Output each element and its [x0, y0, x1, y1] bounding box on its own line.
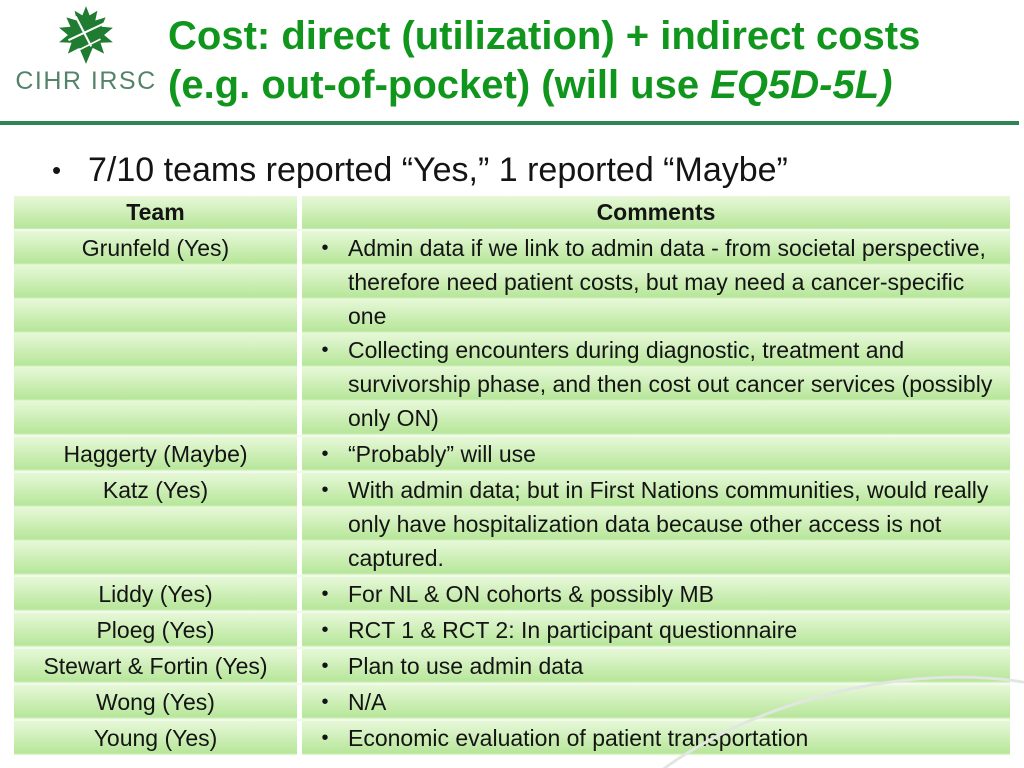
- title-line-2-italic: EQ5D-5L): [710, 63, 893, 107]
- team-cell: Young (Yes): [14, 721, 297, 755]
- comment-text: Economic evaluation of patient transport…: [348, 725, 809, 751]
- maple-leaf-icon: [59, 6, 113, 64]
- comment-item: • Collecting encounters during diagnostic…: [302, 333, 1010, 435]
- bullet-icon: •: [52, 155, 62, 185]
- comment-item: • “Probably” will use: [302, 437, 1010, 471]
- comments-cell: • Admin data if we link to admin data - f…: [302, 231, 1010, 435]
- table-row: Stewart & Fortin (Yes) • Plan to use admin…: [14, 647, 1010, 683]
- table-row: Wong (Yes) • N/A: [14, 683, 1010, 719]
- bullet-icon: •: [321, 691, 329, 713]
- table-row: Liddy (Yes) • For NL & ON cohorts & possib…: [14, 575, 1010, 611]
- title-line-2: (e.g. out-of-pocket) (will use EQ5D-5L): [168, 61, 998, 110]
- table-row: Katz (Yes) • With admin data; but in First…: [14, 471, 1010, 575]
- bullet-icon: •: [321, 479, 329, 501]
- comments-column-header: Comments: [302, 196, 1010, 229]
- bullet-icon: •: [321, 339, 329, 361]
- comment-text: For NL & ON cohorts & possibly MB: [348, 581, 714, 607]
- team-cell: Liddy (Yes): [14, 577, 297, 611]
- comments-cell: • “Probably” will use: [302, 437, 1010, 471]
- team-cell: Wong (Yes): [14, 685, 297, 719]
- team-cell: Grunfeld (Yes): [14, 231, 297, 435]
- title-line-1-rest: direct (utilization) + indirect costs: [270, 14, 921, 58]
- cihr-logo: CIHR IRSC: [12, 2, 160, 114]
- team-cell: Katz (Yes): [14, 473, 297, 575]
- bullet-point: • 7/10 teams reported “Yes,” 1 reported …: [52, 149, 788, 191]
- slide-header: CIHR IRSC Cost: direct (utilization) + i…: [0, 0, 1024, 121]
- slide-title: Cost: direct (utilization) + indirect co…: [168, 12, 998, 110]
- team-cell: Ploeg (Yes): [14, 613, 297, 647]
- comment-text: Admin data if we link to admin data - fr…: [348, 235, 986, 329]
- comment-text: Plan to use admin data: [348, 653, 584, 679]
- comment-item: • Plan to use admin data: [302, 649, 1010, 683]
- comments-cell: • With admin data; but in First Nations c…: [302, 473, 1010, 575]
- comments-cell: • Economic evaluation of patient transpor…: [302, 721, 1010, 755]
- bullet-icon: •: [321, 443, 329, 465]
- table-row: Grunfeld (Yes) • Admin data if we link to …: [14, 229, 1010, 435]
- title-line-2-rest: (e.g. out-of-pocket) (will use: [168, 63, 711, 107]
- title-line-1-bold: Cost:: [168, 14, 271, 58]
- comment-item: • RCT 1 & RCT 2: In participant questionn…: [302, 613, 1010, 647]
- comment-item: • Economic evaluation of patient transpor…: [302, 721, 1010, 755]
- comment-item: • Admin data if we link to admin data - f…: [302, 231, 1010, 333]
- table-header-row: Team Comments: [14, 196, 1010, 229]
- comment-item: • With admin data; but in First Nations c…: [302, 473, 1010, 575]
- table-row: Haggerty (Maybe) • “Probably” will use: [14, 435, 1010, 471]
- bullet-text: 7/10 teams reported “Yes,” 1 reported “M…: [88, 151, 788, 189]
- bullet-icon: •: [321, 583, 329, 605]
- title-line-1: Cost: direct (utilization) + indirect co…: [168, 12, 998, 61]
- table-row: Young (Yes) • Economic evaluation of patie…: [14, 719, 1010, 755]
- comment-text: “Probably” will use: [348, 441, 536, 467]
- team-cell: Stewart & Fortin (Yes): [14, 649, 297, 683]
- bullet-icon: •: [321, 727, 329, 749]
- bullet-icon: •: [321, 619, 329, 641]
- comment-item: • N/A: [302, 685, 1010, 719]
- bullet-icon: •: [321, 237, 329, 259]
- team-cell: Haggerty (Maybe): [14, 437, 297, 471]
- table-row: Ploeg (Yes) • RCT 1 & RCT 2: In participan…: [14, 611, 1010, 647]
- team-column-header: Team: [14, 196, 297, 229]
- comments-cell: • For NL & ON cohorts & possibly MB: [302, 577, 1010, 611]
- comment-text: Collecting encounters during diagnostic,…: [348, 337, 993, 431]
- comments-cell: • N/A: [302, 685, 1010, 719]
- logo-text: CIHR IRSC: [15, 67, 157, 95]
- comment-item: • For NL & ON cohorts & possibly MB: [302, 577, 1010, 611]
- bullet-icon: •: [321, 655, 329, 677]
- comment-text: RCT 1 & RCT 2: In participant questionna…: [348, 617, 798, 643]
- comments-cell: • Plan to use admin data: [302, 649, 1010, 683]
- teams-table: Team Comments Grunfeld (Yes) • Admin data …: [14, 196, 1010, 755]
- comment-text: N/A: [348, 689, 387, 715]
- header-divider-rule: [0, 121, 1019, 125]
- comments-cell: • RCT 1 & RCT 2: In participant questionn…: [302, 613, 1010, 647]
- comment-text: With admin data; but in First Nations co…: [348, 477, 989, 571]
